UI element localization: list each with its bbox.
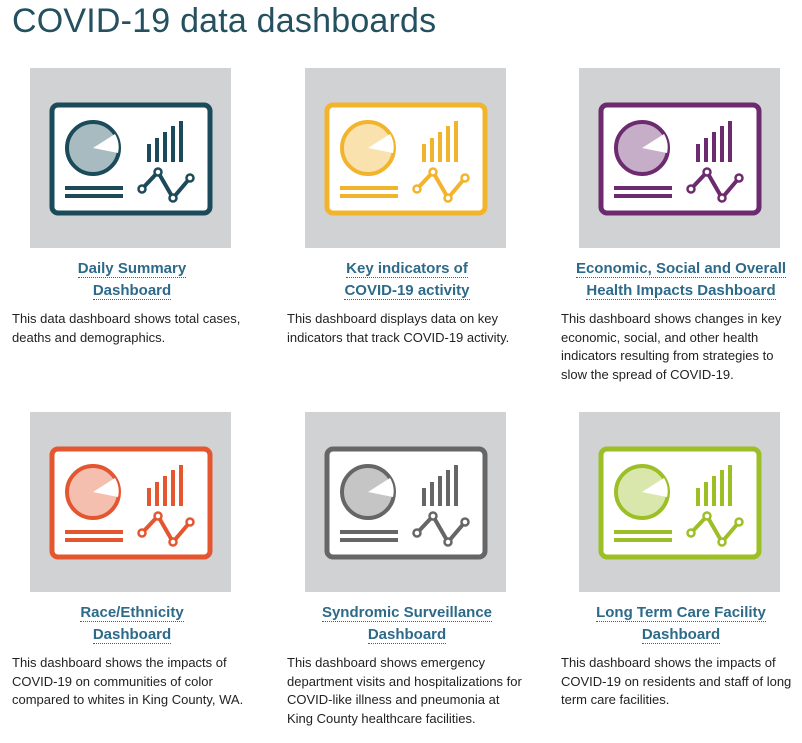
icon-point — [734, 517, 744, 527]
dashboard-description: This dashboard displays data on key indi… — [287, 311, 510, 345]
icon-pie-slice — [368, 478, 394, 497]
icon-point — [686, 528, 696, 538]
icon-point — [717, 537, 727, 547]
dashboard-description: This dashboard shows the impacts of COVI… — [12, 655, 244, 707]
icon-pie-slice — [93, 478, 119, 497]
icon-point — [137, 184, 147, 194]
icon-point — [428, 511, 438, 521]
icon-point — [153, 511, 163, 521]
icon-point — [717, 193, 727, 203]
dashboard-icon — [49, 102, 213, 216]
dashboard-link-text[interactable]: Key indicators of — [346, 260, 468, 278]
dashboard-description: This data dashboard shows total cases, d… — [12, 311, 241, 345]
dashboard-icon — [49, 446, 213, 560]
icon-point — [702, 511, 712, 521]
icon-line — [689, 512, 741, 546]
dashboard-description: This dashboard shows the impacts of COVI… — [561, 655, 792, 707]
dashboard-thumbnail[interactable] — [30, 412, 231, 592]
dashboard-link[interactable]: Key indicators of COVID-19 activity — [287, 258, 527, 301]
icon-pie-slice — [368, 134, 394, 153]
icon-point — [185, 517, 195, 527]
icon-point — [460, 517, 470, 527]
dashboard-description: This dashboard shows changes in key econ… — [561, 311, 782, 382]
dashboard-link[interactable]: Economic, Social and Overall Health Impac… — [561, 258, 801, 301]
icon-point — [443, 537, 453, 547]
page-title: COVID-19 data dashboards — [12, 2, 437, 40]
dashboard-link-text[interactable]: Dashboard — [367, 625, 447, 644]
dashboard-link[interactable]: Race/Ethnicity Dashboard — [12, 602, 252, 645]
icon-point — [412, 184, 422, 194]
icon-line — [140, 168, 192, 202]
dashboard-thumbnail[interactable] — [579, 68, 780, 248]
icon-point — [137, 528, 147, 538]
icon-point — [412, 528, 422, 538]
icon-point — [686, 184, 696, 194]
icon-point — [460, 173, 470, 183]
dashboard-link-text[interactable]: Race/Ethnicity — [80, 604, 184, 622]
icon-point — [185, 173, 195, 183]
icon-point — [168, 537, 178, 547]
dashboard-description: This dashboard shows emergency departmen… — [287, 655, 522, 726]
dashboard-link-text[interactable]: Long Term Care Facility — [596, 604, 766, 622]
icon-point — [153, 167, 163, 177]
icon-pie-slice — [642, 478, 668, 497]
dashboard-icon — [324, 102, 488, 216]
dashboard-icon — [324, 446, 488, 560]
dashboard-thumbnail[interactable] — [305, 68, 506, 248]
dashboard-link[interactable]: Long Term Care Facility Dashboard — [561, 602, 801, 645]
dashboard-link-text[interactable]: Syndromic Surveillance — [321, 604, 493, 622]
dashboard-link-text[interactable]: Health Impacts Dashboard — [586, 281, 776, 300]
dashboard-icon — [598, 446, 762, 560]
icon-line — [415, 168, 467, 202]
dashboard-thumbnail[interactable] — [305, 412, 506, 592]
icon-line — [689, 168, 741, 202]
icon-line — [415, 512, 467, 546]
dashboard-link-text[interactable]: Dashboard — [92, 625, 172, 644]
dashboard-link-text[interactable]: Daily Summary — [77, 260, 187, 278]
icon-pie-slice — [93, 134, 119, 153]
dashboard-link-text[interactable]: COVID-19 activity — [344, 281, 470, 300]
dashboard-link-text[interactable]: Dashboard — [641, 625, 721, 644]
icon-point — [168, 193, 178, 203]
dashboard-icon — [598, 102, 762, 216]
icon-pie-slice — [642, 134, 668, 153]
icon-point — [734, 173, 744, 183]
dashboard-link-text[interactable]: Dashboard — [92, 281, 172, 300]
dashboard-link[interactable]: Syndromic Surveillance Dashboard — [287, 602, 527, 645]
icon-line — [140, 512, 192, 546]
dashboard-thumbnail[interactable] — [579, 412, 780, 592]
dashboard-link-text[interactable]: Economic, Social and Overall — [575, 260, 787, 278]
icon-point — [702, 167, 712, 177]
icon-point — [428, 167, 438, 177]
dashboard-link[interactable]: Daily Summary Dashboard — [12, 258, 252, 301]
icon-point — [443, 193, 453, 203]
dashboard-thumbnail[interactable] — [30, 68, 231, 248]
